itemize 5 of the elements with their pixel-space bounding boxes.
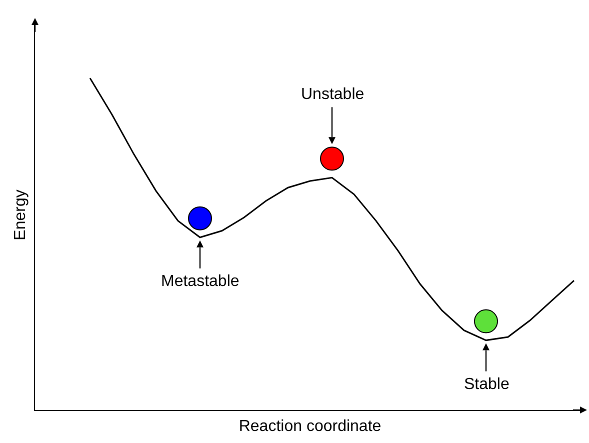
annotation: Stable bbox=[464, 376, 510, 393]
annotation: Unstable bbox=[301, 86, 364, 103]
annotation: Metastable bbox=[161, 273, 240, 290]
x-axis-title: Reaction coordinate bbox=[238, 418, 382, 435]
y-axis-title: Energy bbox=[12, 190, 29, 240]
